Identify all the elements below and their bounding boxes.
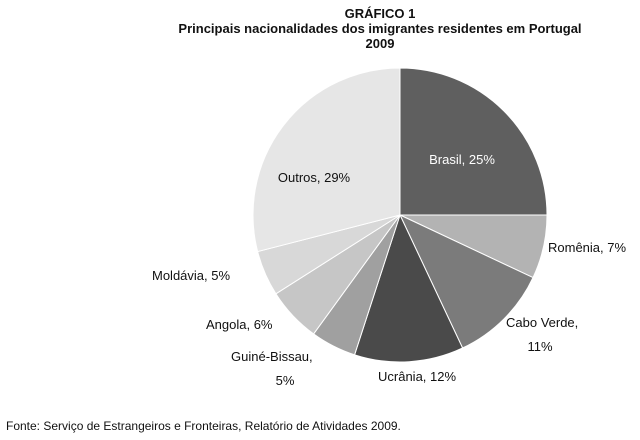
chart-title-block: GRÁFICO 1 Principais nacionalidades dos … [0,6,640,51]
pie-slice-cabo-verde [398,213,534,349]
slice-label-angola: Angola, 6% [206,317,273,332]
slice-label-ucrania: Ucrânia, 12% [378,369,456,384]
pie-slice-brasil [399,67,548,216]
slice-label-moldavia: Moldávia, 5% [152,268,230,283]
slice-label-outros: Outros, 29% [278,170,351,185]
slice-label-guine-bissau-value: 5% [276,373,295,388]
slice-label-cabo-verde: Cabo Verde, [506,315,578,330]
slice-label-guine-bissau: Guiné-Bissau, [231,349,313,364]
pie-slice-ucrania [353,213,464,363]
pie-slice-outros [252,67,401,253]
source-note: Fonte: Serviço de Estrangeiros e Frontei… [6,419,401,433]
slice-label-cabo-verde-value: 11% [527,339,552,354]
slice-label-romenia: Romênia, 7% [548,240,626,255]
chart-title: GRÁFICO 1 [344,6,416,21]
slice-label-brasil: Brasil, 25% [429,152,495,167]
chart-subtitle-year: 2009 [365,36,395,51]
chart-subtitle: Principais nacionalidades dos imigrantes… [178,21,582,36]
